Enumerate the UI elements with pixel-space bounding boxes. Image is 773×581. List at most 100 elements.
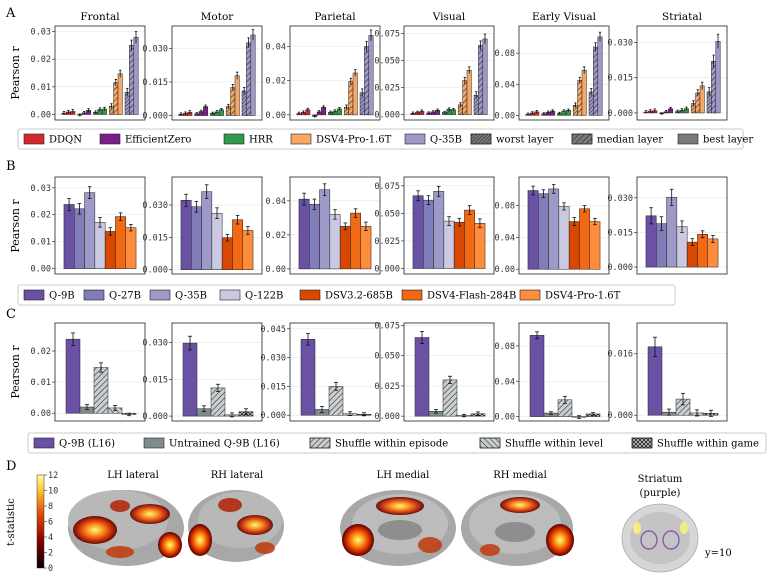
tick-label-c: 0.000: [374, 412, 400, 422]
bar-c: [647, 346, 663, 416]
tick-label-a: 0.08: [495, 49, 515, 59]
bar-a-hatch: [577, 80, 582, 116]
colorbar-tick-label: 8: [48, 502, 53, 512]
bar-a: [250, 34, 256, 116]
legend-frame: [27, 432, 767, 454]
bar-a: [715, 41, 721, 114]
tick-label-c: 0.075: [374, 321, 400, 331]
bar-a-hatch: [242, 90, 247, 116]
panel-a: Frontal 0.00 0.01 0.02 0.03 Motor 0.000 0.015 0.…: [9, 11, 728, 122]
tick-label-c: 0.000: [607, 411, 633, 421]
bar-a-hatch: [113, 82, 118, 115]
bar-b: [697, 234, 709, 268]
legend-swatch-hatch: [631, 437, 653, 449]
bar-b: [201, 191, 213, 270]
axes-a-5: [636, 25, 728, 121]
legend-label: Shuffle within level: [505, 439, 603, 450]
bar-b: [221, 237, 233, 270]
legend-swatch: [33, 437, 55, 449]
panel-label-b: B: [6, 159, 16, 174]
tick-label-c: 0.016: [607, 350, 633, 360]
title-a-2: Parietal: [314, 11, 356, 23]
legend-swatch-hatch: [571, 133, 593, 145]
bar-b: [232, 219, 243, 270]
axes-c-0: [54, 322, 146, 422]
bar-b: [94, 222, 106, 269]
legend-swatch-hatch: [479, 437, 501, 449]
tick-label-b: 0.000: [374, 264, 400, 274]
tick-label-a: 0.02: [266, 77, 286, 87]
bar-b: [423, 199, 434, 269]
bar-c: [414, 337, 430, 417]
axes-c-3: [403, 322, 495, 422]
brain-lh-lateral: [68, 490, 184, 566]
axes-b-4: [518, 176, 610, 275]
view-label-lh-lateral: LH lateral: [107, 470, 159, 481]
bar-b: [548, 188, 560, 270]
bar-a: [234, 75, 240, 116]
bar-a-hatch: [589, 92, 594, 116]
view-label-lh-medial: LH medial: [377, 470, 430, 481]
bar-a-hatch: [332, 111, 338, 115]
bar-b: [579, 208, 591, 270]
axes-b-1: [171, 176, 263, 275]
tick-label-b: 0.000: [607, 263, 633, 273]
tick-label-c: 0.04: [495, 377, 515, 387]
ylabel-a: Pearson r: [9, 46, 22, 100]
bar-a-hatch: [230, 87, 235, 116]
legend-swatch: [23, 289, 45, 301]
bar-b: [309, 203, 320, 270]
legend-label: DSV3.2-685B: [325, 291, 393, 302]
panel-b: 0.00 0.01 0.02 0.03 0.000 0.015 0.030 0.00 0.02 0…: [9, 176, 728, 276]
bar-a-hatch: [695, 92, 700, 113]
bar-c: [65, 338, 81, 414]
bar-c: [529, 335, 545, 417]
tick-label-b: 0.075: [374, 182, 400, 192]
bar-a: [133, 37, 139, 115]
axes-b-5: [636, 176, 728, 275]
legend-label: worst layer: [496, 135, 553, 146]
axes-c-1: [171, 322, 263, 422]
panel-d: 0 2 4 6 8 10 12 t-statistic LH lateral RH late…: [6, 470, 732, 574]
tick-label-a: 0.00: [495, 111, 515, 121]
colorbar-tick-label: 12: [48, 471, 58, 481]
legend-label: DSV4-Flash-284B: [427, 291, 516, 302]
colorbar-tick-label: 4: [48, 533, 53, 543]
tick-label-a: 0.01: [31, 83, 51, 93]
tick-label-c: 0.00: [31, 409, 51, 419]
bar-a-hatch: [478, 45, 483, 115]
slice-label: y=10: [704, 548, 732, 559]
tick-label-b: 0.02: [31, 211, 51, 221]
legend-swatch: [401, 289, 423, 301]
tick-label-a: 0.00: [266, 111, 286, 121]
ylabel-c: Pearson r: [9, 345, 22, 399]
bar-c-hatch: [94, 367, 108, 414]
colorbar-tick-label: 10: [48, 487, 58, 497]
tick-label-a: 0.03: [31, 28, 51, 38]
tick-label-b: 0.000: [142, 266, 168, 276]
bar-a-hatch: [593, 46, 598, 116]
bar-a-hatch: [431, 111, 436, 115]
tick-label-c: 0.050: [374, 352, 400, 362]
colorbar-tick-label: 2: [48, 549, 53, 559]
legend-frame: [17, 284, 676, 306]
tick-label-a: 0.000: [607, 109, 633, 119]
legend-swatch: [519, 289, 541, 301]
tick-label-b: 0.00: [495, 265, 515, 275]
legend-swatch-hatch: [309, 437, 331, 449]
panel-label-d: D: [6, 459, 16, 474]
bar-b: [329, 214, 341, 270]
ylabel-b: Pearson r: [9, 199, 22, 253]
bar-a-hatch: [573, 105, 578, 116]
tick-label-c: 0.000: [260, 411, 286, 421]
tick-label-c: 0.025: [374, 382, 400, 392]
tick-label-b: 0.025: [374, 237, 400, 247]
legend-swatch: [223, 133, 245, 145]
bar-b: [707, 238, 719, 268]
legend-swatch: [219, 289, 241, 301]
bar-a-hatch: [446, 109, 452, 115]
bar-a-hatch: [691, 103, 696, 113]
bar-b: [191, 206, 202, 270]
bar-b: [242, 230, 254, 270]
